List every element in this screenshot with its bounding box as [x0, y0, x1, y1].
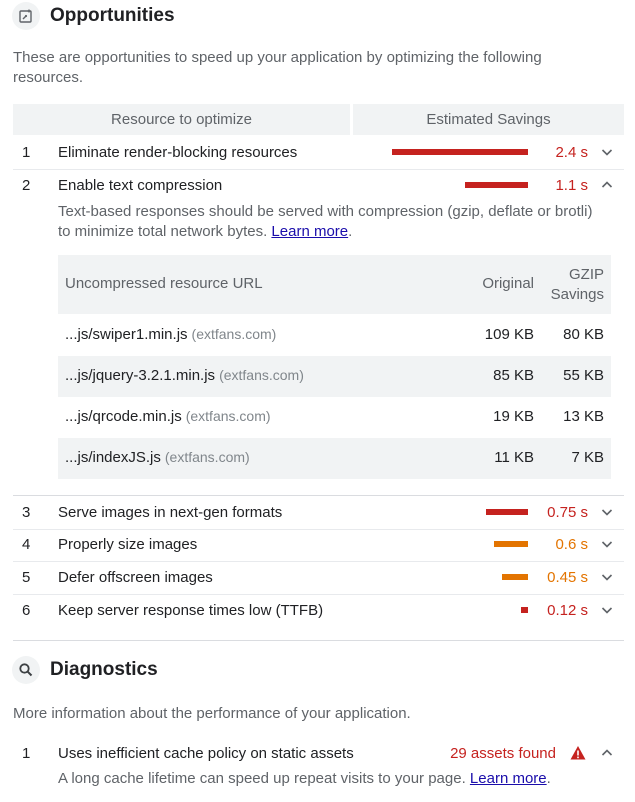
column-url-header: Uncompressed resource URL: [65, 275, 263, 292]
chevron-down-icon[interactable]: [600, 145, 614, 159]
opportunity-row[interactable]: 3 Serve images in next-gen formats 0.75 …: [13, 496, 624, 530]
diagnostics-header: Diagnostics: [12, 656, 158, 684]
column-savings-header: Estimated Savings: [353, 104, 624, 135]
chevron-down-icon[interactable]: [600, 570, 614, 584]
warning-triangle-icon: [570, 746, 586, 760]
opportunity-row[interactable]: 4 Properly size images 0.6 s: [13, 528, 624, 562]
detail-text: A long cache lifetime can speed up repea…: [58, 770, 466, 787]
table-row: ...js/indexJS.js (extfans.com) 11 KB 7 KB: [58, 438, 611, 479]
gzip-header-line2: Savings: [550, 286, 604, 303]
section-divider: [13, 640, 624, 641]
chevron-up-icon[interactable]: [600, 746, 614, 760]
gzip-savings: 55 KB: [563, 367, 604, 384]
opportunity-row[interactable]: 1 Eliminate render-blocking resources 2.…: [13, 136, 624, 170]
url-path: ...js/indexJS.js: [65, 449, 161, 466]
savings-bar: [392, 149, 528, 155]
savings-bar: [521, 607, 528, 613]
opportunities-title: Opportunities: [50, 5, 175, 26]
link-suffix: .: [348, 223, 353, 240]
search-icon: [12, 656, 40, 684]
chevron-down-icon[interactable]: [600, 505, 614, 519]
learn-more-link[interactable]: Learn more: [271, 223, 349, 240]
url-path: ...js/swiper1.min.js: [65, 326, 188, 343]
url-path: ...js/qrcode.min.js: [65, 408, 182, 425]
url-host: (extfans.com): [164, 449, 250, 465]
savings-value: 0.6 s: [555, 536, 588, 553]
savings-value: 0.12 s: [547, 602, 588, 619]
cache-policy-detail: A long cache lifetime can speed up repea…: [58, 769, 608, 789]
row-number: 5: [22, 569, 31, 586]
gzip-savings: 7 KB: [571, 449, 604, 466]
original-size: 109 KB: [484, 326, 534, 343]
opportunity-title: Serve images in next-gen formats: [58, 504, 283, 521]
table-row: ...js/swiper1.min.js (extfans.com) 109 KB…: [58, 315, 611, 356]
savings-value: 2.4 s: [555, 144, 588, 161]
original-size: 11 KB: [494, 449, 534, 466]
resource-url[interactable]: ...js/indexJS.js (extfans.com): [65, 449, 250, 466]
opportunity-row[interactable]: 5 Defer offscreen images 0.45 s: [13, 561, 624, 595]
row-number: 6: [22, 602, 31, 619]
row-number: 1: [22, 144, 31, 161]
url-host: (extfans.com): [219, 367, 304, 383]
opportunity-title: Properly size images: [58, 536, 198, 553]
savings-bar: [486, 509, 528, 515]
savings-value: 1.1 s: [555, 177, 588, 194]
table-row: ...js/qrcode.min.js (extfans.com) 19 KB 1…: [58, 397, 611, 438]
description-text: Text-based responses should be served wi…: [58, 203, 593, 240]
savings-value: 0.45 s: [547, 569, 588, 586]
opportunity-title: Enable text compression: [58, 177, 223, 194]
opportunity-title: Eliminate render-blocking resources: [58, 144, 298, 161]
savings-bar: [465, 182, 528, 188]
opportunity-title: Keep server response times low (TTFB): [58, 602, 324, 619]
diagnostic-summary: 29 assets found: [450, 745, 556, 762]
resource-url[interactable]: ...js/jquery-3.2.1.min.js (extfans.com): [65, 367, 304, 384]
original-size: 85 KB: [493, 367, 534, 384]
gzip-savings: 13 KB: [563, 408, 604, 425]
learn-more-link[interactable]: Learn more: [469, 770, 547, 787]
diagnostic-title: Uses inefficient cache policy on static …: [58, 745, 354, 762]
table-row: ...js/jquery-3.2.1.min.js (extfans.com) 8…: [58, 356, 611, 397]
gzip-savings: 80 KB: [563, 326, 604, 343]
original-size: 19 KB: [493, 408, 534, 425]
speed-page-icon: [12, 2, 40, 30]
gzip-header-line1: GZIP: [568, 266, 604, 283]
opportunities-header: Opportunities: [12, 2, 175, 30]
column-original-header: Original: [482, 275, 534, 292]
column-resource-header: Resource to optimize: [13, 104, 350, 135]
chevron-down-icon[interactable]: [600, 537, 614, 551]
url-host: (extfans.com): [191, 326, 277, 342]
url-host: (extfans.com): [185, 408, 271, 424]
text-compression-description: Text-based responses should be served wi…: [58, 202, 608, 242]
diagnostics-description: More information about the performance o…: [13, 705, 411, 722]
opportunities-description: These are opportunities to speed up your…: [13, 49, 542, 86]
row-number: 3: [22, 504, 31, 521]
savings-value: 0.75 s: [547, 504, 588, 521]
diagnostics-title: Diagnostics: [50, 659, 158, 680]
savings-bar: [494, 541, 528, 547]
opportunity-title: Defer offscreen images: [58, 569, 213, 586]
row-number: 2: [22, 177, 31, 194]
opportunity-row[interactable]: 6 Keep server response times low (TTFB) …: [13, 594, 624, 627]
savings-bar: [502, 574, 528, 580]
chevron-down-icon[interactable]: [600, 603, 614, 617]
resource-url[interactable]: ...js/qrcode.min.js (extfans.com): [65, 408, 271, 425]
opportunity-row[interactable]: 2 Enable text compression 1.1 s: [13, 169, 624, 202]
column-gzip-header: GZIP Savings: [551, 265, 604, 305]
row-divider: [13, 495, 624, 496]
row-number: 1: [22, 745, 31, 762]
row-number: 4: [22, 536, 31, 553]
link-suffix: .: [546, 770, 551, 787]
resource-url[interactable]: ...js/swiper1.min.js (extfans.com): [65, 326, 276, 343]
chevron-up-icon[interactable]: [600, 178, 614, 192]
resources-table-header: Uncompressed resource URL Original GZIP …: [58, 255, 611, 314]
url-path: ...js/jquery-3.2.1.min.js: [65, 367, 216, 384]
diagnostic-row[interactable]: 1 Uses inefficient cache policy on stati…: [13, 737, 624, 770]
